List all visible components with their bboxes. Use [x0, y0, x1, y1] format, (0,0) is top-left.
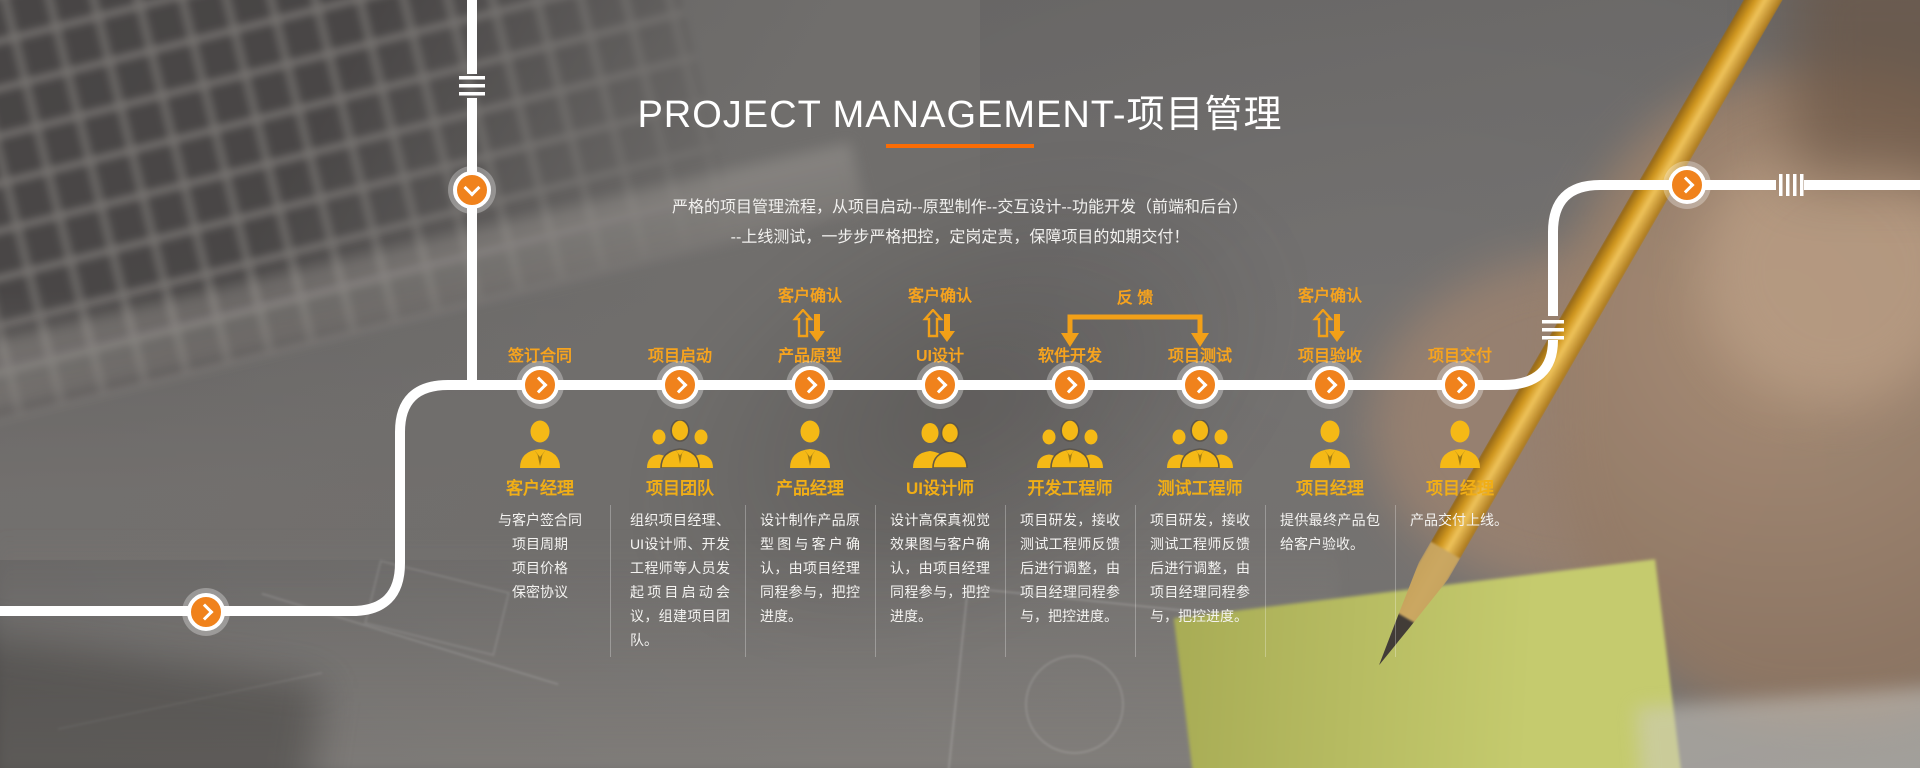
chevron-right-icon	[1677, 176, 1694, 194]
chevron-right-icon	[1190, 376, 1207, 394]
column-divider	[610, 505, 611, 657]
stage-column: 客户确认 项目测试 测试工程师 项目研发，接收测试工程师反馈后进行调整，由项目经…	[1135, 280, 1265, 710]
person-single-icon	[1395, 420, 1525, 468]
stage-node	[921, 366, 959, 404]
path-node-left	[187, 593, 225, 631]
stage-node	[791, 366, 829, 404]
customer-confirm-block: 客户确认	[1265, 282, 1395, 343]
stage-label: 项目测试	[1167, 348, 1232, 365]
role-label: 项目团队	[646, 479, 714, 498]
role-label: 项目经理	[1296, 479, 1364, 498]
person-single-icon	[745, 420, 875, 468]
stage-description: 项目研发，接收测试工程师反馈后进行调整，由项目经理同程参与，把控进度。	[1020, 512, 1120, 624]
customer-confirm-label: 客户确认	[777, 288, 842, 305]
stage-node	[1051, 366, 1089, 404]
stage-column: 客户确认 UI设计 UI设计师 设计高保真视觉效果图与客户确认，由项目经理同程参…	[875, 280, 1005, 710]
role-label: UI设计师	[906, 479, 974, 498]
person-single-icon	[1265, 420, 1395, 468]
person-triple-icon	[1135, 420, 1265, 468]
chevron-right-icon	[930, 376, 947, 394]
hand-shadow	[1790, 0, 1920, 180]
path-node-exit	[1668, 166, 1706, 204]
chevron-right-icon	[1320, 376, 1337, 394]
chevron-right-icon	[800, 376, 817, 394]
stage-node	[1181, 366, 1219, 404]
stage-label: 项目验收	[1297, 348, 1362, 365]
chevron-right-icon	[530, 376, 547, 394]
chevron-right-icon	[1450, 376, 1467, 394]
stage-node	[1441, 366, 1479, 404]
stage-node	[661, 366, 699, 404]
stage-description: 设计制作产品原型图与客户确认，由项目经理同程参与，把控进度。	[760, 512, 860, 624]
role-label: 开发工程师	[1027, 479, 1113, 498]
stage-description: 提供最终产品包给客户验收。	[1280, 512, 1380, 552]
stage-node	[521, 366, 559, 404]
stage-column: 客户确认 项目验收 项目经理 提供最终产品包给客户验收。	[1265, 280, 1395, 710]
stage-node	[1311, 366, 1349, 404]
stage-label: 签订合同	[507, 348, 572, 365]
stage-label: 产品原型	[777, 348, 842, 365]
role-label: 测试工程师	[1157, 479, 1243, 498]
stage-label: 项目交付	[1427, 348, 1492, 365]
customer-confirm-block: 客户确认	[875, 282, 1005, 343]
person-triple-icon	[1005, 420, 1135, 468]
person-single-icon	[475, 420, 605, 468]
title-accent-line	[886, 144, 1034, 148]
stage-description: 项目研发，接收测试工程师反馈后进行调整，由项目经理同程参与，把控进度。	[1150, 512, 1250, 624]
stage-description: 与客户签合同 项目周期 项目价格 保密协议	[498, 512, 582, 600]
chevron-right-icon	[670, 376, 687, 394]
chevron-right-icon	[1060, 376, 1077, 394]
person-double-icon	[875, 420, 1005, 468]
stage-column: 客户确认 项目启动 项目团队 组织项目经理、UI设计师、开发工程师等人员发起项目…	[615, 280, 745, 710]
blueprint-sketch	[1025, 655, 1124, 754]
role-label: 产品经理	[776, 479, 844, 498]
up-down-arrows-icon	[1312, 309, 1345, 342]
stage-description: 设计高保真视觉效果图与客户确认，由项目经理同程参与，把控进度。	[890, 512, 990, 624]
page-title: PROJECT MANAGEMENT-项目管理	[637, 94, 1283, 137]
chevron-right-icon	[196, 603, 213, 621]
role-label: 客户经理	[506, 479, 574, 498]
stage-column: 客户确认 签订合同 客户经理 与客户签合同 项目周期 项目价格 保密协议	[475, 280, 605, 710]
stage-description: 组织项目经理、UI设计师、开发工程师等人员发起项目启动会议，组建项目团队。	[630, 512, 730, 648]
up-down-arrows-icon	[792, 309, 825, 342]
stage-label: UI设计	[915, 348, 964, 365]
up-down-arrows-icon	[922, 309, 955, 342]
stage-description: 产品交付上线。	[1410, 512, 1508, 528]
path-node-down	[453, 171, 491, 209]
customer-confirm-block: 客户确认	[745, 282, 875, 343]
section-subtitle: 严格的项目管理流程，从项目启动--原型制作--交互设计--功能开发（前端和后台）…	[672, 199, 1248, 246]
stage-column: 客户确认 项目交付 项目经理 产品交付上线。	[1395, 280, 1525, 710]
stage-label: 软件开发	[1037, 348, 1102, 365]
customer-confirm-label: 客户确认	[1297, 288, 1362, 305]
customer-confirm-label: 客户确认	[907, 288, 972, 305]
chevron-down-icon	[463, 179, 481, 197]
stage-label: 项目启动	[647, 348, 712, 365]
stage-column: 客户确认 产品原型 产品经理 设计制作产品原型图与客户确认，由项目经理同程参与，…	[745, 280, 875, 710]
person-triple-icon	[615, 420, 745, 468]
stage-column: 客户确认 软件开发 开发工程师 项目研发，接收测试工程师反馈后进行调整，由项目经…	[1005, 280, 1135, 710]
feedback-label: 反 馈	[1116, 290, 1154, 307]
role-label: 项目经理	[1426, 479, 1494, 498]
